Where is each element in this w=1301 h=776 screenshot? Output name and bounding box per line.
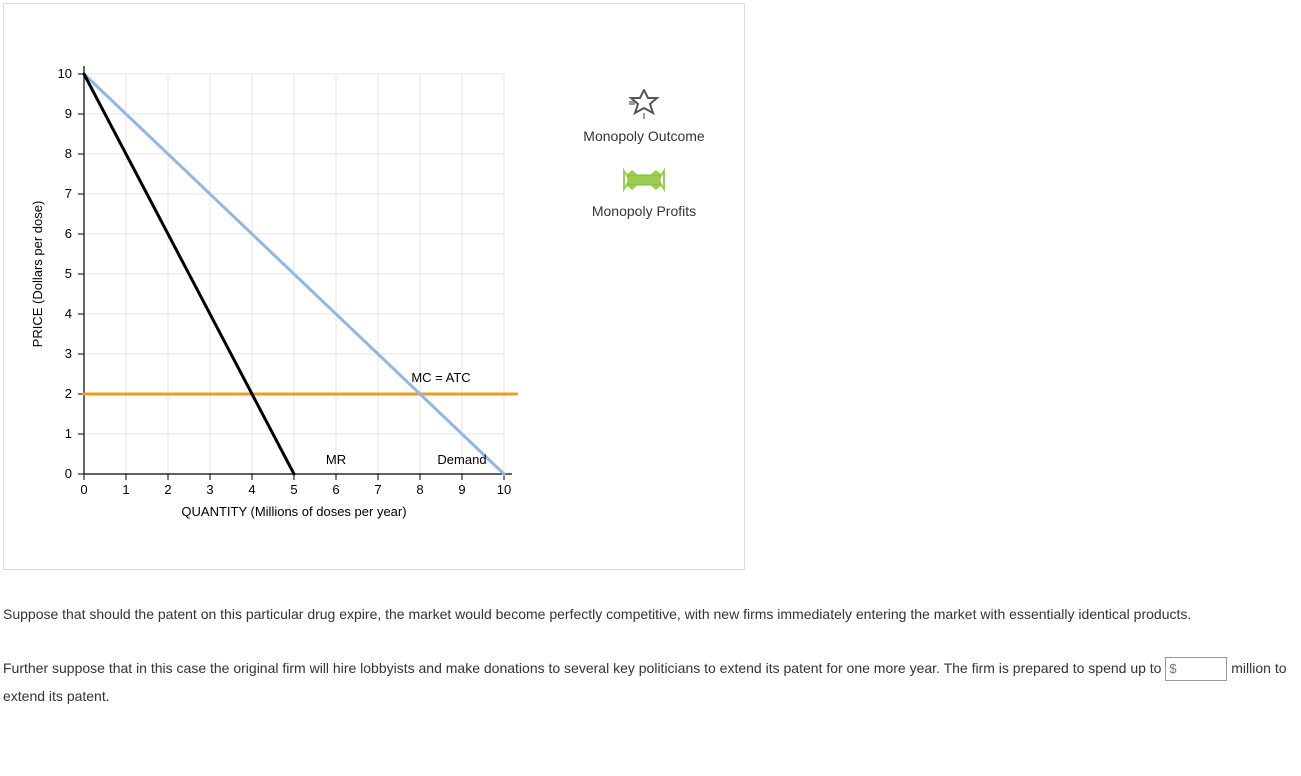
svg-text:3: 3 [65,346,72,361]
legend-label: Monopoly Profits [564,203,724,219]
svg-text:MC = ATC: MC = ATC [411,370,470,385]
svg-text:MR: MR [326,452,346,467]
svg-text:Demand: Demand [437,452,486,467]
svg-text:1: 1 [65,426,72,441]
svg-text:2: 2 [164,482,171,497]
chart-svg: 0 1 2 3 4 5 6 7 8 9 10 0 1 2 3 4 5 6 7 8 9 10 MC = ATC Demand M… [24,34,534,534]
svg-text:9: 9 [458,482,465,497]
svg-text:6: 6 [332,482,339,497]
svg-text:4: 4 [248,482,255,497]
svg-text:8: 8 [65,146,72,161]
legend-label: Monopoly Outcome [564,128,724,144]
svg-text:2: 2 [65,386,72,401]
svg-text:QUANTITY (Millions of doses pe: QUANTITY (Millions of doses per year) [181,504,406,519]
svg-text:9: 9 [65,106,72,121]
star-marker-icon [619,89,669,119]
svg-text:3: 3 [206,482,213,497]
svg-text:1: 1 [122,482,129,497]
svg-text:8: 8 [416,482,423,497]
svg-text:4: 4 [65,306,72,321]
svg-text:10: 10 [497,482,511,497]
svg-text:0: 0 [80,482,87,497]
legend-monopoly-outcome[interactable]: Monopoly Outcome [564,89,724,144]
svg-text:0: 0 [65,466,72,481]
svg-text:5: 5 [290,482,297,497]
paragraph-2: Further suppose that in this case the or… [3,654,1293,710]
svg-text:6: 6 [65,226,72,241]
svg-text:10: 10 [58,66,72,81]
paragraph-1: Suppose that should the patent on this p… [3,600,1293,628]
svg-text:7: 7 [65,186,72,201]
region-marker-icon [614,166,674,194]
chart-legend: Monopoly Outcome Monopoly Profits [564,89,724,241]
svg-text:7: 7 [374,482,381,497]
spend-amount-input[interactable] [1165,657,1227,681]
chart-panel: 0 1 2 3 4 5 6 7 8 9 10 0 1 2 3 4 5 6 7 8 9 10 MC = ATC Demand M… [3,3,745,570]
svg-text:5: 5 [65,266,72,281]
legend-monopoly-profits[interactable]: Monopoly Profits [564,166,724,219]
svg-text:PRICE (Dollars per dose): PRICE (Dollars per dose) [30,201,45,348]
paragraph-2a: Further suppose that in this case the or… [3,660,1165,676]
